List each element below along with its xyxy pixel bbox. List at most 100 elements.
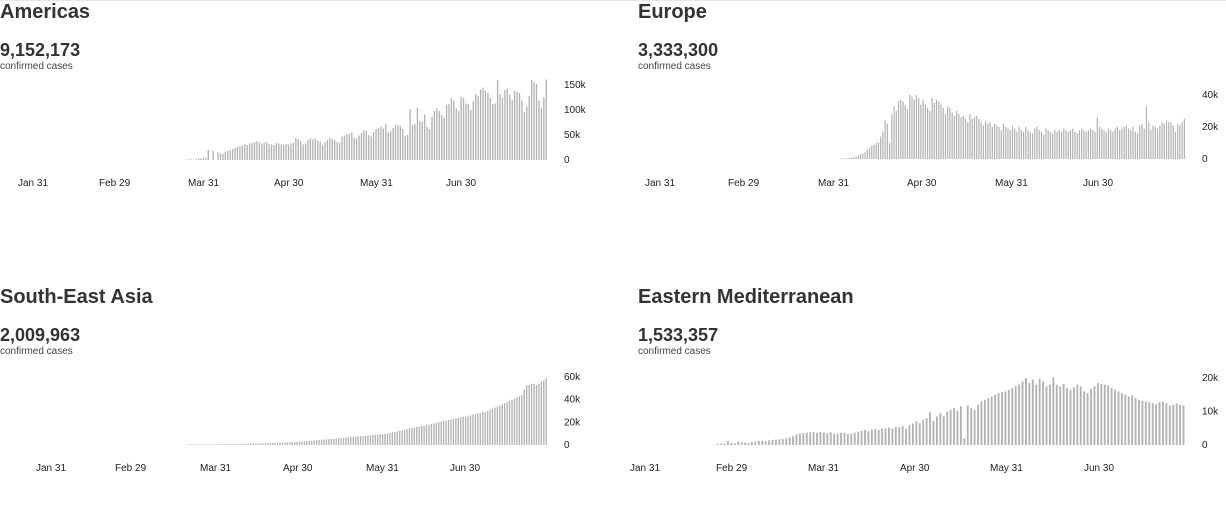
- bar: [379, 434, 381, 445]
- bar: [976, 115, 978, 159]
- x-tick-label: May 31: [990, 463, 1023, 474]
- bar: [265, 142, 268, 160]
- bar: [321, 145, 324, 160]
- bar: [225, 444, 227, 445]
- bar: [484, 412, 486, 445]
- bar: [396, 431, 398, 445]
- bar: [873, 144, 875, 159]
- x-tick-label: Jun 30: [450, 463, 480, 474]
- bar: [1101, 128, 1103, 159]
- bar: [848, 157, 851, 159]
- bar: [521, 100, 523, 160]
- bar: [1069, 389, 1072, 445]
- bar: [1117, 391, 1120, 445]
- bar: [1054, 130, 1056, 159]
- bar: [431, 117, 433, 160]
- bar: [982, 125, 985, 159]
- bar: [1011, 388, 1014, 445]
- bar: [406, 429, 408, 445]
- bar: [1056, 131, 1058, 159]
- bar: [757, 440, 760, 445]
- bar: [248, 143, 251, 160]
- bar: [287, 144, 290, 160]
- bar: [229, 150, 231, 160]
- bar: [1172, 125, 1174, 159]
- bar: [246, 145, 248, 160]
- bar: [1096, 383, 1099, 445]
- bar: [1141, 123, 1143, 159]
- bar: [874, 428, 877, 445]
- bar: [399, 126, 402, 160]
- panel-eastern-mediterranean: Eastern Mediterranean 1,533,357 confirme…: [630, 285, 1226, 525]
- bar: [331, 139, 333, 160]
- bar: [1127, 128, 1130, 159]
- bar: [482, 87, 484, 160]
- bar: [1029, 131, 1031, 159]
- bar: [1130, 130, 1132, 159]
- bar: [929, 111, 931, 159]
- bar: [897, 101, 900, 159]
- bar: [275, 143, 278, 160]
- bar: [1045, 386, 1048, 446]
- bar: [1148, 402, 1151, 445]
- bar: [935, 416, 938, 445]
- bar: [922, 99, 924, 159]
- bar: [475, 94, 477, 160]
- bar: [920, 104, 922, 159]
- bar: [188, 444, 191, 445]
- y-tick-label: 20k: [1202, 373, 1219, 384]
- bar: [985, 120, 987, 159]
- bar: [302, 144, 304, 160]
- bar: [263, 143, 265, 160]
- bar: [1103, 130, 1105, 159]
- bar: [350, 437, 352, 445]
- bar: [318, 440, 320, 445]
- bar: [247, 443, 249, 445]
- bar: [1112, 131, 1114, 159]
- bar: [884, 120, 886, 159]
- bar: [1074, 131, 1076, 159]
- bar: [864, 429, 866, 445]
- panel-europe: Europe 3,333,300 confirmed cases 40k 20k 0…: [638, 0, 1226, 240]
- bar: [842, 158, 844, 159]
- bar: [416, 426, 418, 445]
- bar: [324, 142, 326, 160]
- bar: [426, 127, 428, 160]
- bar: [1183, 119, 1185, 159]
- bar: [1152, 125, 1154, 159]
- bar: [261, 143, 263, 160]
- bar: [1002, 123, 1005, 159]
- bar: [338, 143, 341, 160]
- bar: [445, 420, 447, 445]
- bar: [315, 440, 318, 445]
- bar: [239, 146, 241, 160]
- bar: [538, 383, 540, 445]
- bar: [278, 143, 280, 160]
- bar: [1163, 123, 1165, 159]
- bar: [1036, 127, 1038, 159]
- bar: [470, 110, 472, 160]
- bar: [355, 436, 357, 445]
- bar: [438, 422, 440, 445]
- bar: [213, 444, 215, 445]
- bar: [501, 404, 503, 445]
- bar: [1103, 384, 1106, 445]
- bar: [364, 435, 367, 445]
- bar: [989, 122, 991, 159]
- bar: [523, 389, 525, 445]
- bar: [311, 440, 313, 445]
- bar: [414, 124, 416, 160]
- bar: [733, 443, 736, 445]
- bar: [325, 439, 328, 445]
- top-divider: [0, 0, 1226, 1]
- bar: [401, 430, 403, 445]
- bar: [402, 129, 404, 160]
- bar: [394, 125, 397, 160]
- bar: [462, 98, 465, 160]
- bar: [513, 91, 516, 160]
- bar: [330, 438, 332, 445]
- bar: [788, 437, 791, 445]
- bar: [859, 154, 862, 159]
- bar: [744, 442, 747, 446]
- bar: [516, 397, 518, 445]
